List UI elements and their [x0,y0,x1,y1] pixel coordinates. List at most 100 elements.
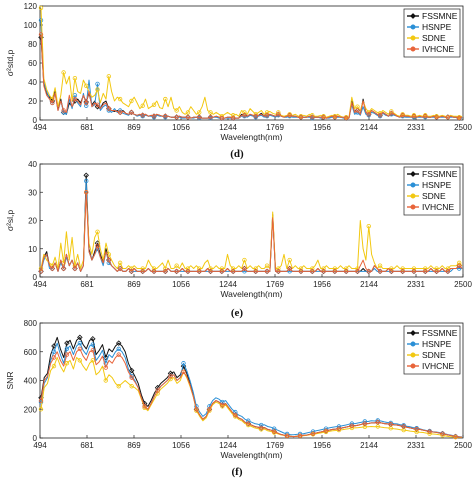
x-tick-label: 2331 [407,441,425,450]
data-point [377,263,383,268]
data-point [264,263,270,268]
data-point [185,269,191,274]
x-tick-label: 1056 [172,123,190,132]
x-tick-label: 681 [80,441,94,450]
y-tick-label: 30 [28,188,37,197]
y-tick-label: 80 [28,40,37,49]
legend-marker [410,330,416,336]
series-line [40,191,463,272]
legend-label: HSNPE [422,22,452,32]
data-point [95,81,100,87]
legend-label: FSSMNE [422,169,458,179]
data-point [90,348,96,353]
data-point [197,114,202,120]
x-tick-label: 494 [33,280,47,289]
data-point [77,334,83,341]
data-point [264,110,270,115]
data-point [332,114,338,120]
y-tick-label: 400 [24,377,38,386]
data-point [271,429,277,434]
series-ivhcne [38,346,463,439]
x-tick-label: 2144 [360,441,378,450]
data-point [310,266,315,271]
x-tick-label: 869 [127,123,141,132]
data-point [456,263,462,268]
data-point [116,384,121,389]
x-tick-label: 2331 [407,280,425,289]
y-tick-label: 0 [33,116,38,125]
data-point [343,266,349,271]
data-point [140,113,145,118]
data-point [349,423,355,428]
data-point [129,375,134,380]
data-point [163,96,168,102]
data-point [129,384,134,389]
data-point [151,269,157,274]
x-tick-label: 1244 [219,123,237,132]
x-tick-label: 2331 [407,123,425,132]
data-point [233,412,238,418]
data-point [38,407,44,412]
data-point [389,266,394,271]
legend-marker [410,341,416,347]
y-axis-label: σ²std,p [5,49,15,76]
data-point [276,269,281,274]
legend-label: SDNE [422,33,446,43]
legend-marker [410,352,416,358]
data-point [259,422,264,428]
x-tick-label: 2144 [360,280,378,289]
data-point [185,110,191,115]
x-tick-label: 681 [80,123,94,132]
data-point [310,269,315,274]
legend-marker [410,182,416,188]
series-ivhcne [38,32,463,121]
data-point [366,269,371,274]
y-tick-label: 120 [24,2,38,11]
data-point [343,115,349,121]
data-point [72,75,78,81]
chart-panel-1: 0 10 20 30 40 494 681 869 1056 1244 1769 1956 2144 23… [5,160,472,299]
data-point [332,266,338,271]
data-point [287,257,292,263]
data-point [456,260,462,266]
data-point [434,269,439,274]
data-point [95,243,100,249]
x-tick-label: 2500 [454,280,472,289]
x-axis-label: Wavelength(nm) [220,132,282,142]
data-point [230,113,236,118]
data-point [343,269,349,274]
x-tick-label: 1769 [266,123,284,132]
data-point [219,266,225,271]
data-point [106,106,112,111]
data-point [423,266,428,271]
data-point [72,96,78,102]
data-point [197,266,202,271]
data-point [129,110,134,115]
data-point [38,32,44,37]
data-point [242,266,247,271]
x-tick-label: 2144 [360,123,378,132]
data-point [84,190,89,195]
data-point [72,266,78,271]
data-point [366,112,371,117]
y-tick-label: 10 [28,245,37,254]
series-line [40,34,463,119]
data-point [64,340,70,346]
x-axis-label: Wavelength(nm) [220,450,282,460]
data-point [298,266,304,271]
data-point [38,5,44,11]
data-point [163,113,168,119]
data-point [230,269,236,274]
data-point [253,113,258,119]
data-point [181,361,186,366]
legend-marker [410,35,416,41]
data-point [168,373,173,379]
data-point [242,113,247,118]
data-point [155,388,160,393]
data-point [400,113,405,118]
data-point [400,266,405,271]
legend-marker [410,24,416,30]
data-point [377,269,383,274]
